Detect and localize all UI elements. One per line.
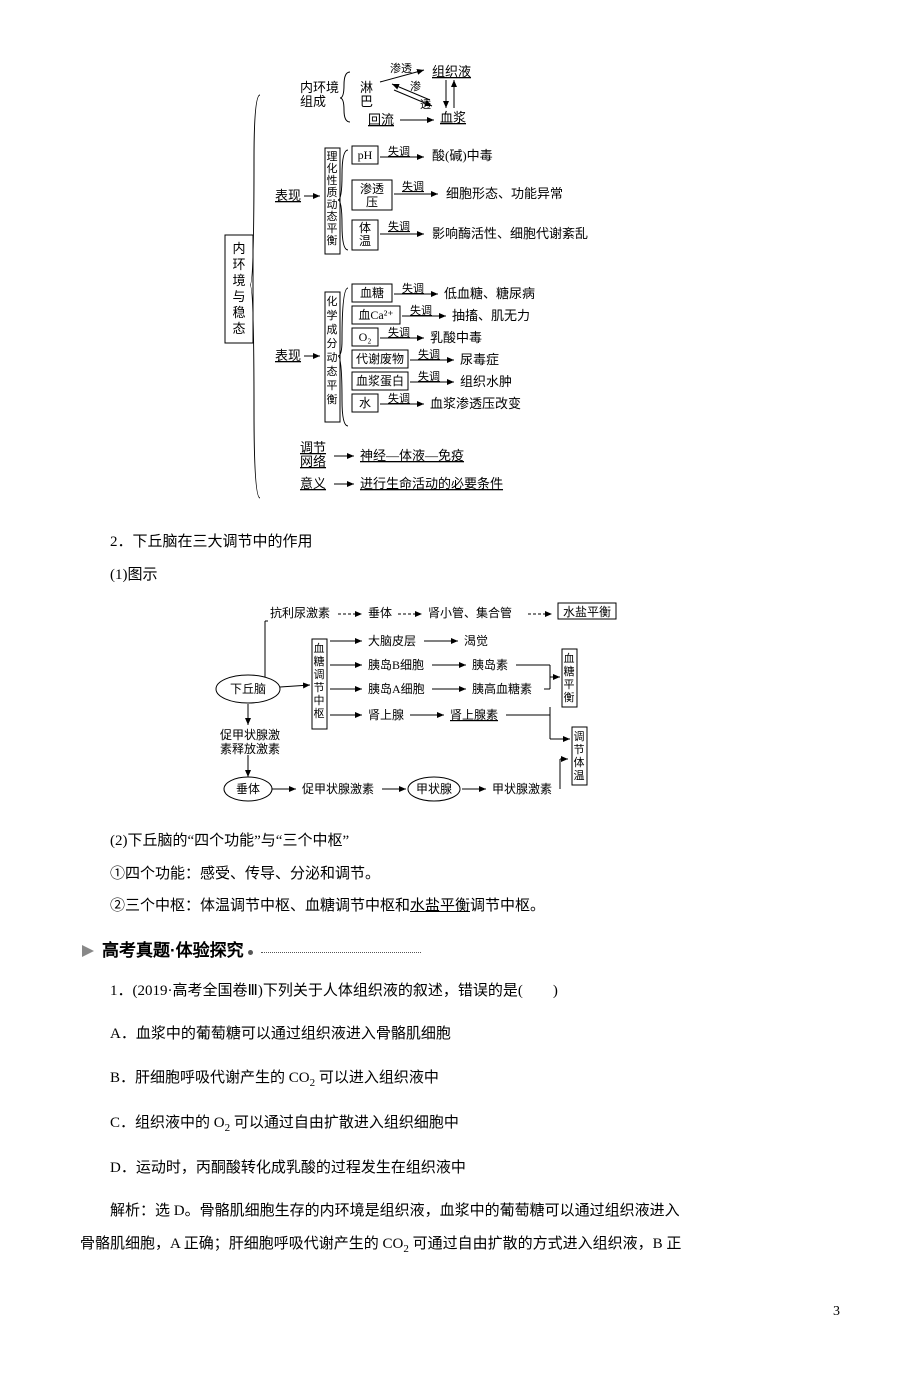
- svg-text:抽搐、肌无力: 抽搐、肌无力: [452, 308, 530, 323]
- svg-text:胰高血糖素: 胰高血糖素: [472, 681, 532, 696]
- d2-r1a: 抗利尿激素: [270, 605, 330, 620]
- dotted-line: [261, 952, 421, 953]
- svg-text:体温: 体温: [359, 221, 371, 248]
- d1-chem-rows: 血糖 失调低血糖、糖尿病 血Ca²⁺ 失调抽搐、肌无力 O₂ 失调乳酸中毒 代谢…: [352, 282, 535, 412]
- svg-text:水: 水: [359, 396, 371, 410]
- section-head-gaokao: 高考真题·体验探究: [80, 935, 840, 967]
- d1-linba: 淋: [360, 80, 373, 95]
- svg-text:组织水肿: 组织水肿: [460, 374, 512, 389]
- svg-text:失调: 失调: [402, 180, 424, 193]
- diagram2-svg: 下丘脑 血糖调节中枢 促甲状腺激素释放激素 垂体 抗利尿激素 垂体 肾小管、集合…: [210, 599, 710, 809]
- d1-chem-vert: 化学成分动态平衡: [327, 294, 338, 406]
- d2-sugar: 血糖平衡: [564, 651, 575, 704]
- d1-xuejang: 血浆: [440, 110, 466, 125]
- svg-text:O₂: O₂: [359, 330, 372, 344]
- svg-text:促甲状腺激素: 促甲状腺激素: [302, 782, 374, 796]
- svg-text:渗透压: 渗透压: [360, 181, 384, 209]
- d2-water: 水盐平衡: [563, 605, 611, 619]
- d2-center: 血糖调节中枢: [314, 641, 325, 720]
- d1-zuzhiye: 组织液: [432, 64, 471, 79]
- d1-yiyi: 进行生命活动的必要条件: [360, 476, 503, 491]
- three-center: ②三个中枢：体温调节中枢、血糖调节中枢和水盐平衡调节中枢。: [80, 892, 840, 921]
- diagram1-svg: 内环境与稳态 内环境组成 淋 巴 组织液 血浆 渗透 渗 透 回流 表现 理化性…: [220, 60, 700, 510]
- d2-hypothalamus: 下丘脑: [230, 682, 266, 696]
- svg-text:失调: 失调: [418, 348, 440, 361]
- d1-tiaojie: 神经—体液—免疫: [360, 448, 464, 463]
- d1-huiliu: 回流: [368, 112, 394, 127]
- svg-text:血糖: 血糖: [360, 285, 384, 300]
- svg-text:调节网络: 调节网络: [300, 440, 326, 469]
- d1-ph: pH: [358, 148, 373, 162]
- svg-text:巴: 巴: [360, 94, 373, 109]
- svg-text:失调: 失调: [388, 220, 410, 233]
- svg-text:大脑皮层: 大脑皮层: [368, 634, 416, 648]
- diagram-homeostasis: 内环境与稳态 内环境组成 淋 巴 组织液 血浆 渗透 渗 透 回流 表现 理化性…: [80, 60, 840, 510]
- svg-text:失调: 失调: [388, 145, 410, 158]
- svg-text:渗: 渗: [410, 79, 421, 93]
- d1-env-label: 内环境组成: [300, 80, 339, 109]
- option-c: C．组织液中的 O2 可以通过自由扩散进入组织细胞中: [110, 1109, 840, 1139]
- analysis-line1: 解析：选 D。骨骼肌细胞生存的内环境是组织液，血浆中的葡萄糖可以通过组织液进入: [80, 1197, 840, 1226]
- d2-pituitary-bot: 垂体: [236, 782, 260, 796]
- four-func: ①四个功能：感受、传导、分泌和调节。: [80, 860, 840, 889]
- page-number: 3: [80, 1299, 840, 1326]
- question-1: 1．(2019·高考全国卷Ⅲ)下列关于人体组织液的叙述，错误的是( ): [80, 977, 840, 1006]
- arrow-icon: [80, 943, 96, 959]
- d2-release: 促甲状腺激素释放激素: [220, 728, 280, 756]
- svg-text:甲状腺激素: 甲状腺激素: [492, 782, 552, 796]
- svg-text:血浆渗透压改变: 血浆渗透压改变: [430, 396, 521, 411]
- svg-text:肾上腺: 肾上腺: [368, 708, 404, 722]
- diagram-hypothalamus: 下丘脑 血糖调节中枢 促甲状腺激素释放激素 垂体 抗利尿激素 垂体 肾小管、集合…: [80, 599, 840, 809]
- svg-text:失调: 失调: [388, 392, 410, 405]
- subhead-2: (2)下丘脑的“四个功能”与“三个中枢”: [80, 827, 840, 856]
- svg-text:失调: 失调: [402, 282, 424, 295]
- analysis-line2: 骨骼肌细胞，A 正确；肝细胞呼吸代谢产生的 CO2 可通过自由扩散的方式进入组织…: [80, 1230, 840, 1260]
- svg-text:透: 透: [420, 98, 431, 111]
- svg-text:失调: 失调: [410, 304, 432, 317]
- section-title: 高考真题·体验探究: [102, 935, 244, 967]
- d2-temp: 调节体温: [574, 730, 585, 782]
- svg-text:渗透: 渗透: [390, 61, 412, 75]
- svg-text:代谢废物: 代谢废物: [356, 351, 404, 366]
- dot-icon: [248, 950, 253, 955]
- option-d: D．运动时，丙酮酸转化成乳酸的过程发生在组织液中: [110, 1154, 840, 1183]
- svg-text:血Ca²⁺: 血Ca²⁺: [358, 308, 393, 322]
- svg-text:血浆蛋白: 血浆蛋白: [356, 373, 404, 388]
- svg-text:低血糖、糖尿病: 低血糖、糖尿病: [444, 286, 535, 301]
- d1-osm-eff: 细胞形态、功能异常: [446, 186, 563, 201]
- option-a: A．血浆中的葡萄糖可以通过组织液进入骨骼肌细胞: [110, 1020, 840, 1049]
- d1-phys-vert: 理化性质动态平衡: [327, 150, 338, 247]
- svg-text:甲状腺: 甲状腺: [416, 782, 452, 796]
- d1-temp-eff: 影响酶活性、细胞代谢紊乱: [432, 226, 588, 241]
- d1-ph-eff: 酸(碱)中毒: [432, 148, 493, 163]
- svg-text:尿毒症: 尿毒症: [460, 352, 499, 367]
- d1-biaoxian2: 表现: [275, 348, 301, 363]
- svg-text:失调: 失调: [388, 326, 410, 339]
- d1-biaoxian1: 表现: [275, 188, 301, 203]
- svg-text:失调: 失调: [418, 370, 440, 383]
- svg-text:肾上腺素: 肾上腺素: [450, 708, 498, 722]
- d1-root: 内环境与稳态: [232, 241, 245, 336]
- subhead-1: (1)图示: [80, 561, 840, 590]
- svg-text:胰岛素: 胰岛素: [472, 657, 508, 672]
- option-b: B．肝细胞呼吸代谢产生的 CO2 可以进入组织液中: [110, 1064, 840, 1094]
- heading-hypothalamus: 2．下丘脑在三大调节中的作用: [80, 528, 840, 557]
- svg-text:胰岛B细胞: 胰岛B细胞: [368, 657, 424, 672]
- svg-text:胰岛A细胞: 胰岛A细胞: [368, 681, 425, 696]
- svg-text:垂体: 垂体: [368, 606, 392, 620]
- svg-text:肾小管、集合管: 肾小管、集合管: [428, 605, 512, 620]
- svg-text:乳酸中毒: 乳酸中毒: [430, 330, 482, 345]
- svg-text:意义: 意义: [300, 476, 326, 491]
- svg-text:渴觉: 渴觉: [464, 634, 488, 648]
